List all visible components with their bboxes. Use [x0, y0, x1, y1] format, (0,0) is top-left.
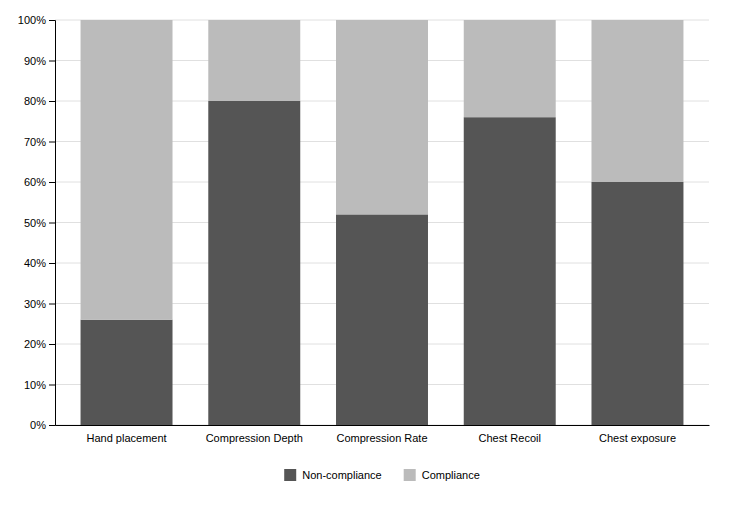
y-tick-label: 30%: [24, 298, 46, 310]
y-tick-label: 20%: [24, 338, 46, 350]
y-tick: 0%: [30, 419, 55, 431]
legend-item: Compliance: [404, 469, 480, 481]
bar-segment: [464, 117, 556, 425]
y-tick: 70%: [24, 136, 55, 148]
y-axis: 0% 10% 20% 30% 40% 50% 60% 70% 80% 90% 100%: [18, 14, 56, 431]
y-tick: 30%: [24, 298, 55, 310]
y-tick-mark: [49, 142, 55, 143]
y-tick-mark: [49, 20, 55, 21]
x-tick-label: Hand placement: [86, 432, 166, 444]
x-axis: Hand placement Compression Depth Compressi…: [56, 426, 710, 444]
x-tick-label: Compression Rate: [336, 432, 427, 444]
x-axis-line: [56, 425, 710, 426]
y-tick-mark: [49, 425, 55, 426]
y-tick-label: 50%: [24, 217, 46, 229]
bar-segment: [591, 182, 683, 425]
bar-segment: [591, 20, 683, 182]
bar-segment: [336, 214, 428, 425]
legend: Non-compliance Compliance: [284, 469, 480, 481]
bar-segment: [81, 20, 173, 320]
y-tick-label: 0%: [30, 419, 46, 431]
bar-segment: [81, 320, 173, 425]
bar-segment: [208, 101, 300, 425]
y-tick: 100%: [18, 14, 55, 26]
chart-svg: 0% 10% 20% 30% 40% 50% 60% 70% 80% 90% 100% Hand pl…: [0, 0, 729, 505]
y-tick: 50%: [24, 217, 55, 229]
bar-segment: [464, 20, 556, 117]
y-tick-mark: [49, 101, 55, 102]
y-tick-mark: [49, 344, 55, 345]
bars: [81, 20, 684, 425]
y-tick-mark: [49, 223, 55, 224]
y-tick-label: 10%: [24, 379, 46, 391]
y-tick-mark: [49, 304, 55, 305]
y-tick-label: 80%: [24, 95, 46, 107]
y-tick: 10%: [24, 379, 55, 391]
y-axis-line: [49, 21, 56, 426]
legend-label: Non-compliance: [302, 469, 381, 481]
x-tick: Compression Rate: [336, 432, 427, 444]
y-tick-label: 90%: [24, 55, 46, 67]
x-tick: Compression Depth: [206, 432, 303, 444]
bar-series: [81, 20, 684, 320]
y-tick-label: 40%: [24, 257, 46, 269]
y-tick-mark: [49, 385, 55, 386]
x-tick: Hand placement: [86, 432, 166, 444]
plot-area: 0% 10% 20% 30% 40% 50% 60% 70% 80% 90% 100% Hand pl…: [18, 14, 710, 444]
y-tick-label: 70%: [24, 136, 46, 148]
x-tick: Chest Recoil: [479, 432, 541, 444]
bar-segment: [336, 20, 428, 214]
y-tick-mark: [49, 61, 55, 62]
x-tick-label: Compression Depth: [206, 432, 303, 444]
y-tick: 20%: [24, 338, 55, 350]
y-tick: 60%: [24, 176, 55, 188]
grid: [55, 20, 709, 425]
y-tick: 80%: [24, 95, 55, 107]
x-tick-label: Chest exposure: [599, 432, 676, 444]
legend-label: Compliance: [422, 469, 480, 481]
y-tick-label: 100%: [18, 14, 46, 26]
x-tick-label: Chest Recoil: [479, 432, 541, 444]
y-tick: 40%: [24, 257, 55, 269]
y-tick-mark: [49, 182, 55, 183]
y-tick-label: 60%: [24, 176, 46, 188]
y-tick: 90%: [24, 55, 55, 67]
bar-segment: [208, 20, 300, 101]
legend-item: Non-compliance: [284, 469, 381, 481]
legend-swatch: [404, 469, 416, 481]
legend-swatch: [284, 469, 296, 481]
y-tick-mark: [49, 263, 55, 264]
x-tick: Chest exposure: [599, 432, 676, 444]
